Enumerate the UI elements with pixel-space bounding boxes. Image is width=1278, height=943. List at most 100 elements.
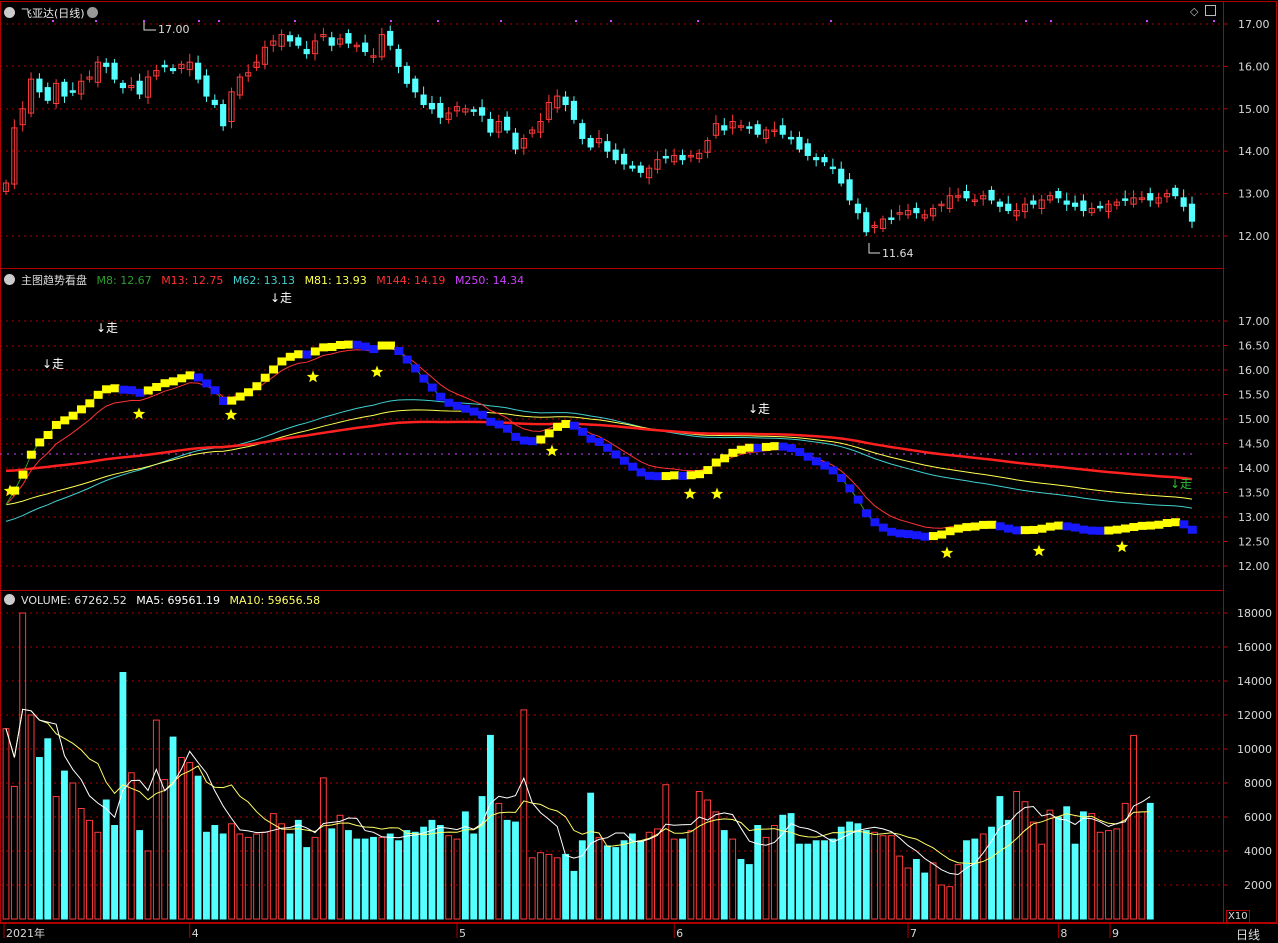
- volume-bar: [94, 831, 102, 920]
- candle-body: [629, 165, 636, 169]
- trend-block: [870, 518, 880, 527]
- volume-bar: [645, 831, 653, 920]
- volume-bar: [52, 796, 60, 920]
- trend-block: [143, 386, 153, 395]
- trend-block: [770, 442, 780, 451]
- candle-body: [587, 137, 594, 148]
- top-marker-dot: [1025, 20, 1027, 22]
- volume-bar: [871, 831, 879, 920]
- volume-bar: [896, 855, 904, 920]
- volume-bar: [1021, 801, 1029, 920]
- buy-star-icon: [940, 546, 954, 559]
- dropdown-icon[interactable]: [86, 7, 98, 18]
- trend-block: [611, 450, 621, 459]
- volume-bar: [69, 782, 77, 920]
- right-axis-frame: [1223, 1, 1277, 923]
- top-marker-dot: [198, 20, 200, 22]
- candle-body: [478, 107, 486, 116]
- minimize-icon[interactable]: [1204, 5, 1216, 16]
- trend-block: [110, 384, 120, 393]
- volume-bar: [679, 838, 686, 920]
- volume-bar: [562, 853, 570, 920]
- trend-block: [93, 390, 103, 399]
- trend-block: [444, 398, 454, 407]
- trend-block: [51, 420, 61, 429]
- trend-block: [987, 520, 997, 529]
- top-marker-dot: [610, 20, 612, 22]
- candle-body: [562, 96, 569, 106]
- candle-body: [829, 166, 836, 170]
- trend-block: [285, 352, 295, 361]
- trend-block: [862, 509, 872, 518]
- trend-block: [227, 396, 237, 405]
- m144-line: [5, 420, 1193, 481]
- candle-body: [888, 217, 895, 220]
- volume-bar: [1013, 791, 1021, 920]
- trend-block: [26, 450, 36, 459]
- candle-body: [437, 103, 444, 118]
- trend-block: [1079, 525, 1089, 534]
- period-low-label: 11.64: [882, 247, 914, 260]
- volume-bar: [687, 830, 695, 920]
- trend-block: [502, 424, 512, 433]
- candle-body: [1163, 193, 1171, 198]
- volume-bar: [44, 738, 52, 920]
- volume-bar: [1121, 802, 1129, 920]
- candle-body: [1147, 193, 1154, 201]
- top-marker-dot: [218, 20, 220, 22]
- trend-block: [686, 471, 696, 480]
- volume-bar: [144, 850, 152, 920]
- candle-body: [111, 62, 118, 80]
- trend-block: [1062, 522, 1072, 531]
- volume-bar: [2, 728, 10, 920]
- volume-bar: [887, 835, 895, 920]
- volume-collapse-icon[interactable]: [4, 594, 15, 605]
- trend-block: [561, 420, 571, 429]
- trend-block: [594, 437, 604, 446]
- trend-block: [828, 466, 838, 475]
- candle-body: [704, 140, 711, 153]
- price-tick-label: 12.00: [1238, 230, 1270, 243]
- trend-block: [745, 443, 755, 452]
- trend-block: [419, 374, 429, 383]
- trend-block: [528, 437, 537, 446]
- candle-body: [1172, 187, 1179, 197]
- candle-body: [103, 62, 110, 67]
- volume-bar: [1054, 816, 1062, 920]
- trend-block: [853, 495, 863, 504]
- candle-body: [879, 218, 887, 230]
- diamond-icon[interactable]: ◇: [1190, 5, 1199, 18]
- volume-bar: [311, 836, 319, 920]
- candle-body: [712, 123, 720, 136]
- volume-bar: [737, 859, 745, 920]
- volume-bar: [353, 838, 361, 920]
- trend-block: [803, 452, 813, 461]
- collapse-toggle-icon[interactable]: [4, 7, 15, 18]
- volume-bar: [461, 811, 469, 920]
- buy-star-icon: [545, 444, 559, 457]
- date-tick-label: 9: [1112, 927, 1119, 940]
- trend-block: [586, 434, 596, 443]
- volume-bar: [846, 821, 853, 920]
- volume-bar: [821, 840, 828, 920]
- candle-body: [1030, 200, 1037, 205]
- trend-collapse-icon[interactable]: [4, 274, 15, 285]
- trend-block: [1146, 521, 1156, 530]
- candle-body: [487, 118, 494, 133]
- trend-block: [661, 472, 671, 481]
- candle-body: [737, 125, 745, 128]
- candle-body: [871, 224, 878, 229]
- m13-readout: M13: 12.75: [161, 274, 224, 287]
- volume-bar: [278, 823, 286, 920]
- volume-bar: [253, 833, 260, 920]
- volume-bar: [127, 772, 135, 920]
- candle-body: [161, 64, 168, 68]
- volume-bar: [879, 835, 887, 920]
- trend-block: [327, 342, 337, 351]
- candle-body: [203, 75, 210, 97]
- volume-bar: [654, 828, 661, 920]
- candle-body: [662, 156, 669, 159]
- candle-body: [955, 195, 962, 198]
- period-label[interactable]: 日线: [1236, 928, 1261, 942]
- candle-body: [504, 116, 511, 131]
